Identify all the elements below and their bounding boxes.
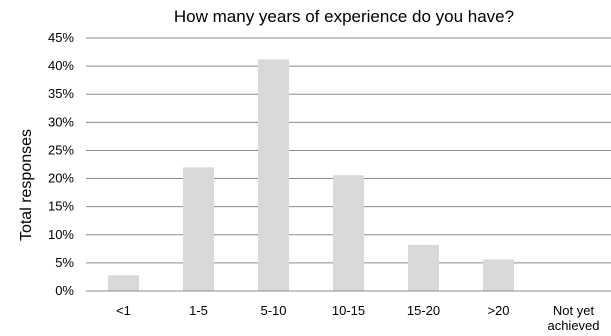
y-tick-label: 15% [48,199,74,214]
bar [483,259,514,291]
y-tick-label: 40% [48,58,74,73]
x-tick-label: 1-5 [189,303,208,318]
y-tick-label: 30% [48,114,74,129]
bar [408,244,439,291]
y-tick-label: 25% [48,142,74,157]
x-tick-label: 5-10 [260,303,286,318]
x-tick-label: Not yet achieved [547,303,599,333]
chart-title: How many years of experience do you have… [174,7,514,26]
x-tick-label: >20 [487,303,509,318]
gridlines [86,37,611,264]
y-tick-label: 10% [48,227,74,242]
x-tick-labels: <1 1-5 5-10 10-15 15-20 >20 Not yet achieved [116,303,599,333]
bar [333,175,364,291]
y-tick-label: 5% [55,255,74,270]
x-tick-label: 10-15 [332,303,365,318]
bar [258,59,289,292]
x-tick-label: 15-20 [407,303,440,318]
bar [108,275,139,291]
y-tick-label: 20% [48,171,74,186]
y-tick-label: 35% [48,86,74,101]
y-tick-label: 0% [55,283,74,298]
y-axis-label: Total responses [18,129,35,241]
x-tick-label: <1 [116,303,131,318]
y-tick-label: 45% [48,30,74,45]
bars [108,59,514,292]
bar [183,167,214,291]
y-tick-labels: 0% 5% 10% 15% 20% 25% 30% 35% 40% 45% [48,30,74,298]
